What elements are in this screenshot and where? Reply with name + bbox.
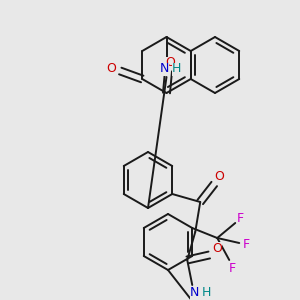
Text: N: N xyxy=(190,286,199,299)
Text: F: F xyxy=(237,212,244,226)
Text: N: N xyxy=(160,62,169,76)
Text: H: H xyxy=(202,286,211,299)
Text: O: O xyxy=(166,56,176,70)
Text: O: O xyxy=(106,62,116,76)
Text: H: H xyxy=(172,62,181,76)
Text: F: F xyxy=(229,262,236,275)
Text: F: F xyxy=(243,238,250,251)
Text: O: O xyxy=(212,242,222,254)
Text: O: O xyxy=(214,170,224,184)
